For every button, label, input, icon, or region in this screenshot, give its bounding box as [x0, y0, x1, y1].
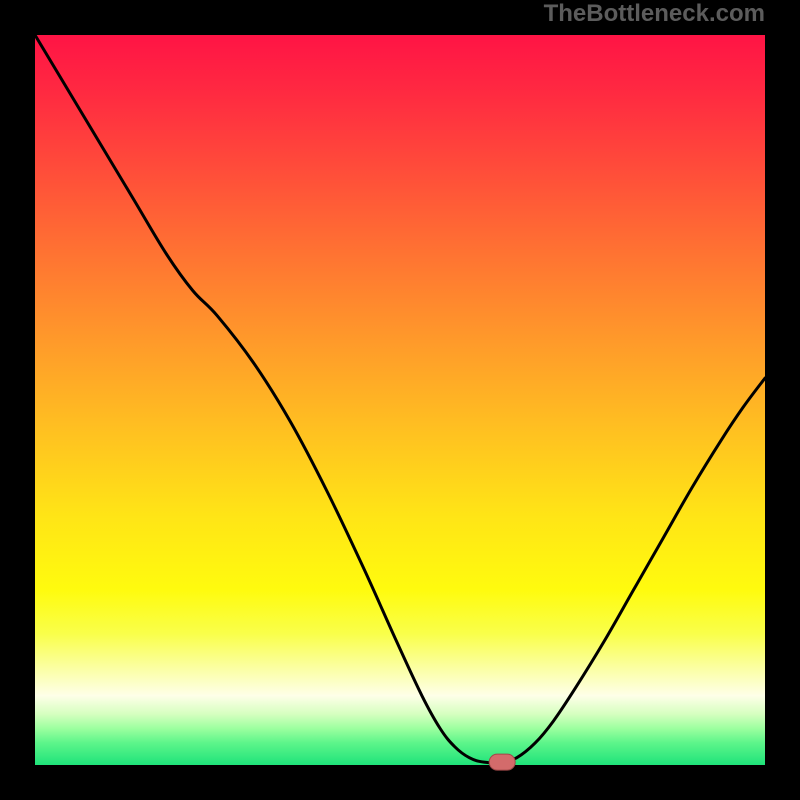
plot-background: [35, 35, 765, 765]
optimal-marker: [489, 754, 515, 770]
chart-frame: TheBottleneck.com: [0, 0, 800, 800]
watermark-text: TheBottleneck.com: [544, 0, 765, 28]
chart-svg: [0, 0, 800, 800]
